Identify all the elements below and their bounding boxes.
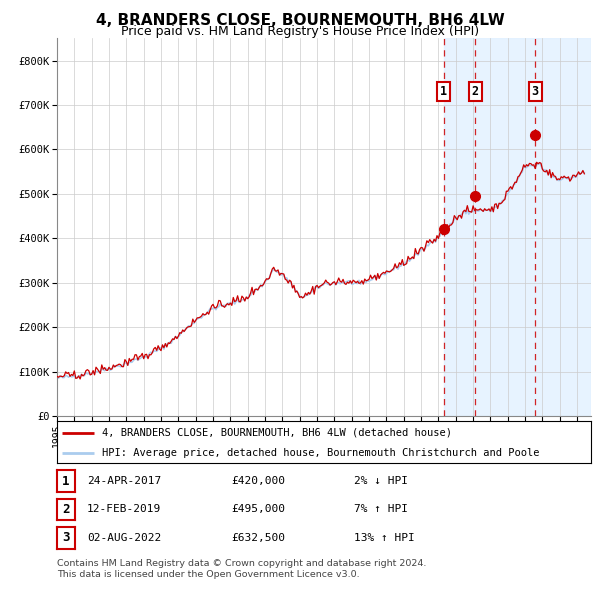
Bar xyxy=(444,38,591,416)
Text: 02-AUG-2022: 02-AUG-2022 xyxy=(87,533,161,543)
Text: 24-APR-2017: 24-APR-2017 xyxy=(87,476,161,486)
Text: £632,500: £632,500 xyxy=(231,533,285,543)
Text: 3: 3 xyxy=(532,85,539,98)
Text: Price paid vs. HM Land Registry's House Price Index (HPI): Price paid vs. HM Land Registry's House … xyxy=(121,25,479,38)
Text: £495,000: £495,000 xyxy=(231,504,285,514)
Text: £420,000: £420,000 xyxy=(231,476,285,486)
Text: 3: 3 xyxy=(62,531,70,545)
Text: HPI: Average price, detached house, Bournemouth Christchurch and Poole: HPI: Average price, detached house, Bour… xyxy=(103,448,540,457)
Text: 2% ↓ HPI: 2% ↓ HPI xyxy=(354,476,408,486)
Text: 13% ↑ HPI: 13% ↑ HPI xyxy=(354,533,415,543)
Text: This data is licensed under the Open Government Licence v3.0.: This data is licensed under the Open Gov… xyxy=(57,570,359,579)
Text: 4, BRANDERS CLOSE, BOURNEMOUTH, BH6 4LW: 4, BRANDERS CLOSE, BOURNEMOUTH, BH6 4LW xyxy=(95,13,505,28)
Text: 12-FEB-2019: 12-FEB-2019 xyxy=(87,504,161,514)
Text: 4, BRANDERS CLOSE, BOURNEMOUTH, BH6 4LW (detached house): 4, BRANDERS CLOSE, BOURNEMOUTH, BH6 4LW … xyxy=(103,428,452,438)
Text: 1: 1 xyxy=(440,85,448,98)
Text: 7% ↑ HPI: 7% ↑ HPI xyxy=(354,504,408,514)
Text: 1: 1 xyxy=(62,474,70,488)
Text: 2: 2 xyxy=(472,85,479,98)
Text: Contains HM Land Registry data © Crown copyright and database right 2024.: Contains HM Land Registry data © Crown c… xyxy=(57,559,427,568)
Text: 2: 2 xyxy=(62,503,70,516)
